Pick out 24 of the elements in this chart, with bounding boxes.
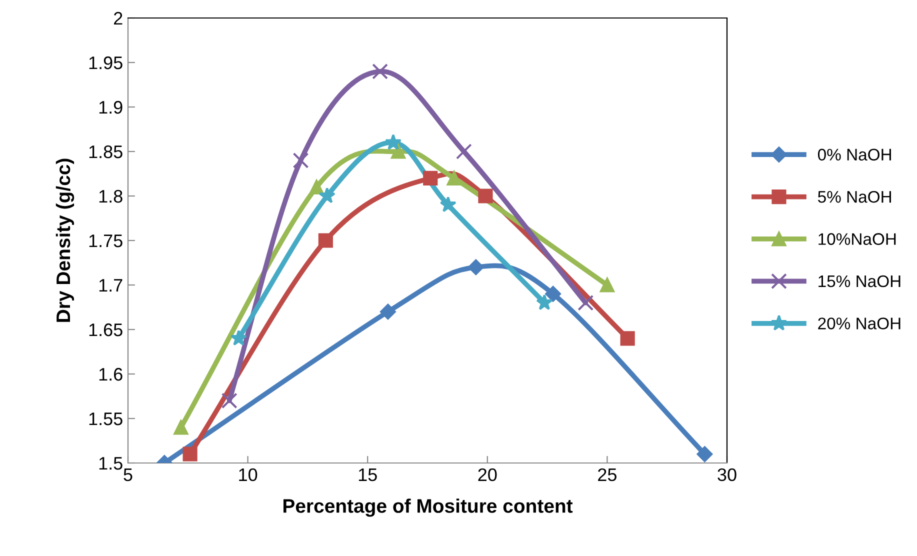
y-tick-label: 1.55 bbox=[89, 412, 122, 426]
legend-label: 10%NaOH bbox=[818, 233, 896, 245]
x-tick-label: 10 bbox=[239, 468, 258, 482]
y-tick-label: 1.9 bbox=[99, 100, 122, 114]
y-tick-label: 1.65 bbox=[89, 323, 122, 336]
x-tick-label: 25 bbox=[598, 468, 616, 482]
x-tick-label: 15 bbox=[358, 468, 377, 482]
legend-label: 15% NaOH bbox=[818, 275, 900, 288]
y-tick-label: 1.7 bbox=[99, 279, 122, 292]
y-tick-label: 1.5 bbox=[99, 457, 122, 470]
y-tick-label: 2 bbox=[114, 12, 122, 25]
x-axis-title: Percentage of Mositure content bbox=[283, 498, 573, 517]
y-tick-label: 1.85 bbox=[89, 145, 122, 158]
y-tick-label: 1.6 bbox=[99, 368, 122, 381]
x-tick-label: 30 bbox=[718, 468, 736, 482]
y-tick-label: 1.75 bbox=[89, 234, 122, 248]
y-tick-label: 1.8 bbox=[99, 190, 122, 203]
y-tick-label: 1.95 bbox=[89, 56, 122, 70]
x-tick-label: 20 bbox=[478, 468, 497, 482]
legend-label: 0% NaOH bbox=[818, 148, 891, 161]
legend-label: 20% NaOH bbox=[818, 318, 900, 330]
x-tick-label: 5 bbox=[124, 468, 132, 482]
y-axis-title: Dry Density (g/cc) bbox=[56, 158, 74, 322]
legend-label: 5% NaOH bbox=[818, 190, 891, 203]
